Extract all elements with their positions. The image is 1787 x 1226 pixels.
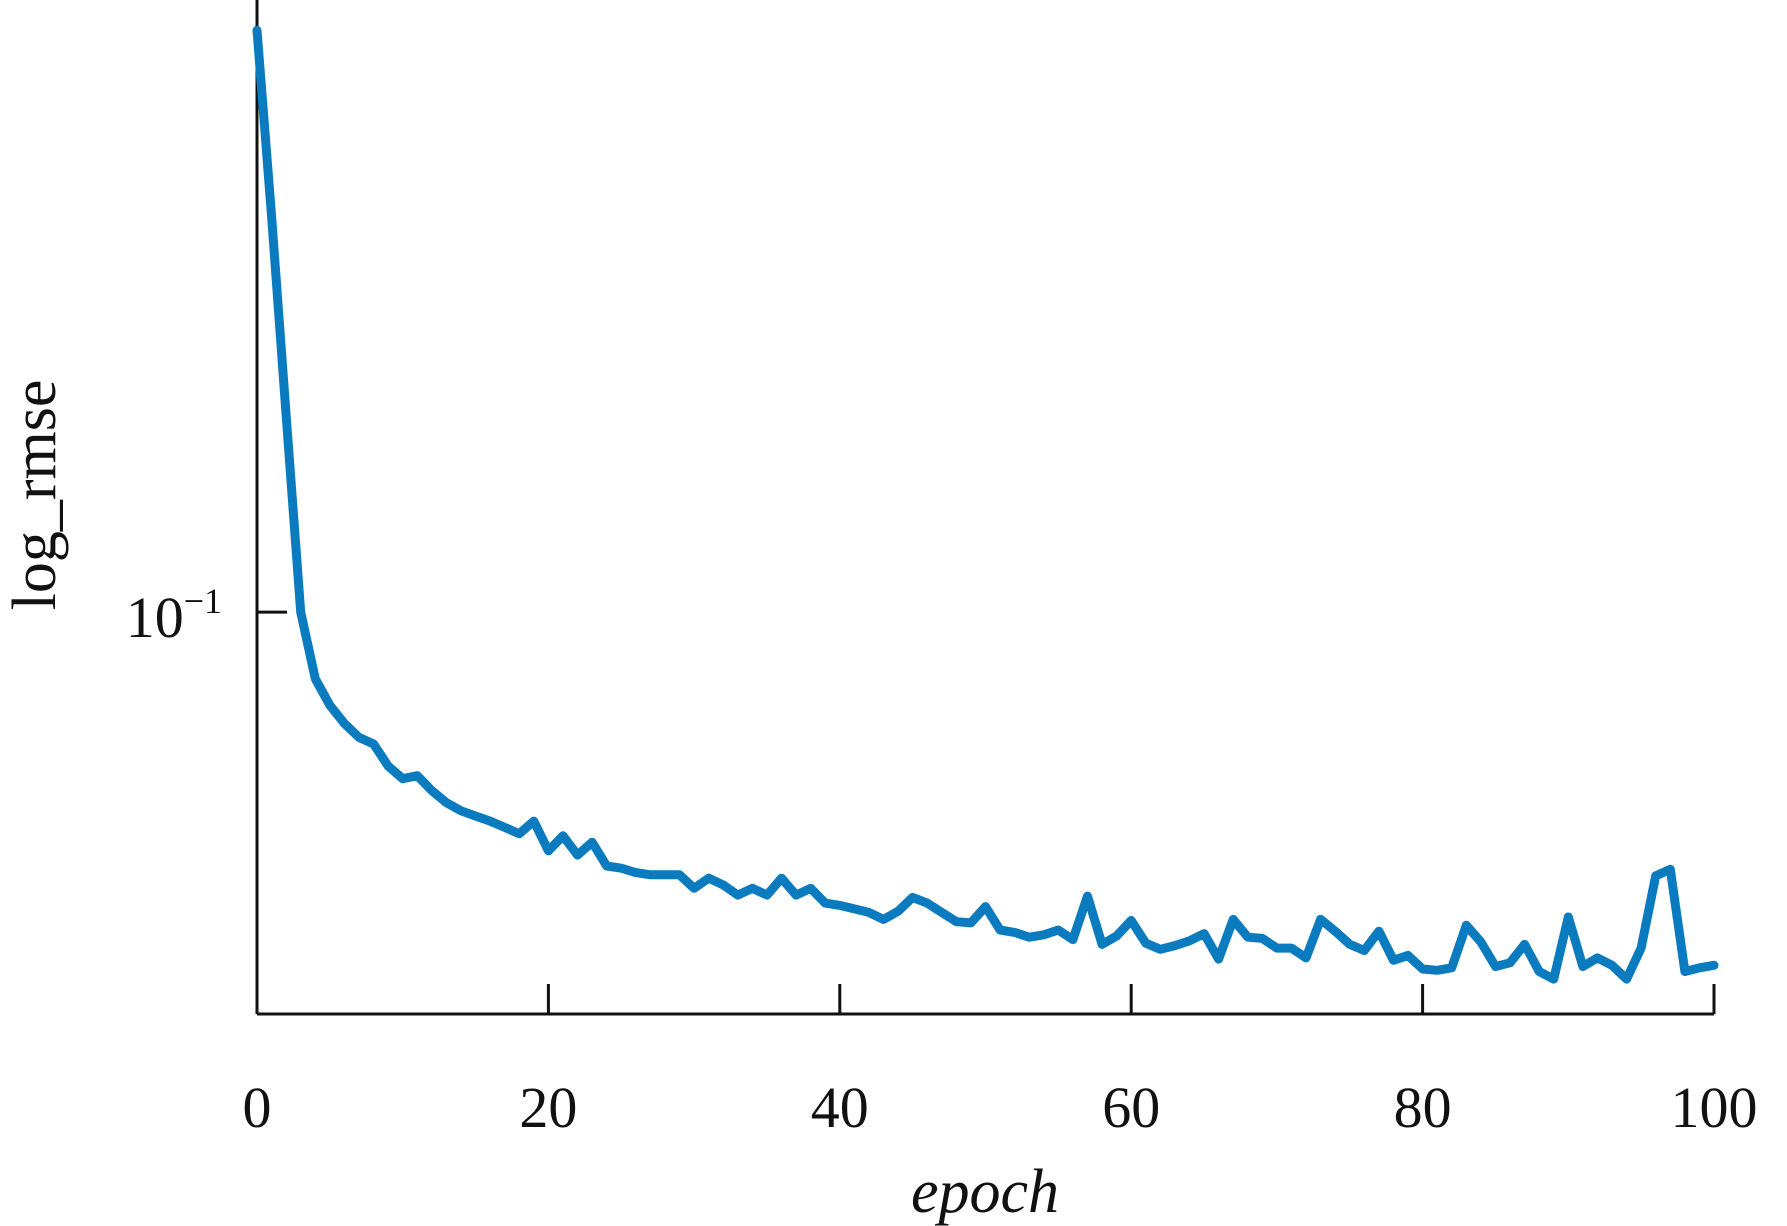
x-tick-label: 100 (1671, 1075, 1758, 1140)
series-layer (252, 25, 1719, 984)
x-tick-label: 40 (811, 1075, 869, 1140)
x-ticks: 0 20 40 60 80 100 (243, 984, 1758, 1140)
x-axis-title: epoch (911, 1158, 1059, 1226)
x-tick-label: 20 (519, 1075, 577, 1140)
axes (255, 0, 1714, 1016)
x-tick-label: 0 (243, 1075, 272, 1140)
y-ticks: 10−1 (126, 581, 287, 650)
x-tick-label: 60 (1102, 1075, 1160, 1140)
x-tick-label: 80 (1394, 1075, 1452, 1140)
y-axis-title: log_rmse (1, 380, 69, 611)
series-line (252, 25, 1719, 984)
y-tick-label: 10−1 (126, 581, 222, 650)
